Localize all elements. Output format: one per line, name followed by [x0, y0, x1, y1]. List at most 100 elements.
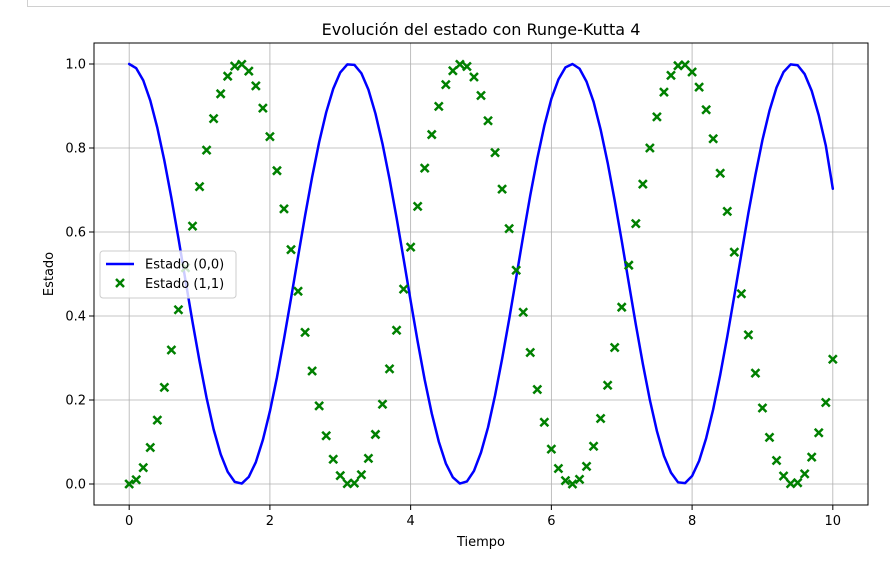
data-point-marker	[426, 129, 437, 140]
data-point-marker	[666, 70, 676, 81]
data-point-marker	[574, 474, 585, 485]
data-point-marker	[722, 206, 733, 217]
data-point-marker	[630, 218, 641, 229]
data-point-marker	[588, 441, 599, 452]
data-point-marker	[419, 163, 430, 174]
data-point-marker	[384, 364, 395, 374]
y-tick-label: 0.2	[65, 394, 86, 409]
data-point-marker	[652, 112, 662, 122]
data-point-marker	[469, 72, 479, 82]
data-point-marker	[736, 288, 747, 299]
y-tick-label: 0.0	[65, 478, 86, 493]
data-point-marker	[314, 400, 325, 411]
data-point-marker	[131, 474, 142, 485]
data-point-marker	[532, 384, 543, 395]
data-point-marker	[602, 380, 613, 391]
data-point-marker	[715, 168, 726, 179]
data-point-marker	[750, 368, 761, 379]
data-point-marker	[321, 430, 332, 441]
x-tick-label: 0	[125, 514, 133, 529]
data-point-marker	[462, 61, 472, 72]
data-point-marker	[518, 307, 529, 318]
data-point-marker	[644, 143, 655, 153]
data-point-marker	[729, 247, 740, 258]
data-point-marker	[687, 67, 697, 77]
data-point-marker	[820, 397, 831, 408]
y-tick-label: 1.0	[65, 58, 86, 73]
data-point-marker	[616, 302, 627, 313]
x-tick-label: 8	[688, 514, 696, 529]
x-tick-label: 6	[547, 514, 555, 529]
data-point-marker	[637, 179, 648, 190]
data-point-marker	[447, 65, 458, 76]
series-layer	[124, 59, 838, 489]
data-point-marker	[377, 399, 388, 410]
data-point-marker	[497, 184, 507, 195]
data-point-marker	[265, 131, 275, 142]
data-point-marker	[581, 461, 592, 472]
data-point-marker	[370, 429, 381, 440]
y-tick-label: 0.8	[65, 142, 86, 157]
data-point-marker	[307, 366, 318, 376]
series-markers-estado-1-1	[124, 59, 838, 489]
series-line-estado-0-0	[127, 62, 835, 485]
data-point-marker	[236, 59, 247, 70]
data-point-marker	[201, 145, 212, 155]
data-point-marker	[138, 462, 149, 473]
data-point-marker	[560, 475, 571, 486]
data-point-marker	[827, 354, 838, 365]
data-point-marker	[328, 454, 339, 465]
data-point-marker	[792, 477, 803, 488]
data-point-marker	[813, 427, 824, 438]
data-point-marker	[250, 80, 261, 91]
legend-label-estado-1-1: Estado (1,1)	[145, 277, 224, 292]
data-point-marker	[567, 479, 578, 489]
data-point-marker	[152, 415, 163, 426]
data-point-marker	[159, 382, 170, 393]
data-point-marker	[391, 325, 402, 336]
x-axis: 0 2 4 6 8 10	[125, 505, 841, 529]
data-point-marker	[272, 165, 282, 176]
data-point-marker	[279, 204, 289, 214]
data-point-marker	[490, 147, 500, 158]
y-axis: 0.0 0.2 0.4 0.6 0.8 1.0	[65, 58, 94, 493]
data-point-marker	[412, 201, 423, 212]
data-point-marker	[476, 90, 486, 101]
plot-frame	[93, 42, 869, 506]
data-point-marker	[173, 304, 184, 315]
data-point-marker	[145, 442, 156, 453]
data-point-marker	[806, 452, 817, 463]
data-point-marker	[623, 260, 634, 271]
data-point-marker	[363, 453, 374, 464]
data-point-marker	[680, 59, 690, 70]
data-point-marker	[778, 471, 789, 481]
x-tick-label: 4	[406, 514, 414, 529]
data-point-marker	[398, 284, 409, 295]
data-point-marker	[708, 133, 719, 144]
y-tick-label: 0.4	[65, 310, 86, 325]
data-point-marker	[208, 113, 219, 124]
data-point-marker	[194, 181, 205, 192]
x-tick-label: 10	[825, 514, 842, 529]
legend-marker-swatch	[115, 278, 125, 288]
grid	[94, 43, 868, 505]
data-point-marker	[539, 417, 550, 428]
window-top-edge	[27, 0, 890, 7]
data-point-marker	[799, 469, 810, 479]
legend: Estado (0,0) Estado (1,1)	[99, 250, 237, 299]
data-point-marker	[455, 59, 465, 70]
data-point-marker	[483, 115, 493, 126]
data-point-marker	[553, 463, 564, 474]
data-point-marker	[349, 478, 360, 489]
legend-label-estado-0-0: Estado (0,0)	[145, 258, 224, 273]
data-point-marker	[694, 82, 705, 92]
chart-title: Evolución del estado con Runge-Kutta 4	[322, 20, 641, 39]
x-axis-label: Tiempo	[456, 535, 505, 550]
data-point-marker	[595, 413, 606, 424]
data-point-marker	[757, 403, 768, 413]
data-point-marker	[222, 71, 233, 82]
data-point-marker	[546, 444, 557, 455]
data-point-marker	[771, 455, 782, 466]
data-point-marker	[300, 327, 310, 338]
